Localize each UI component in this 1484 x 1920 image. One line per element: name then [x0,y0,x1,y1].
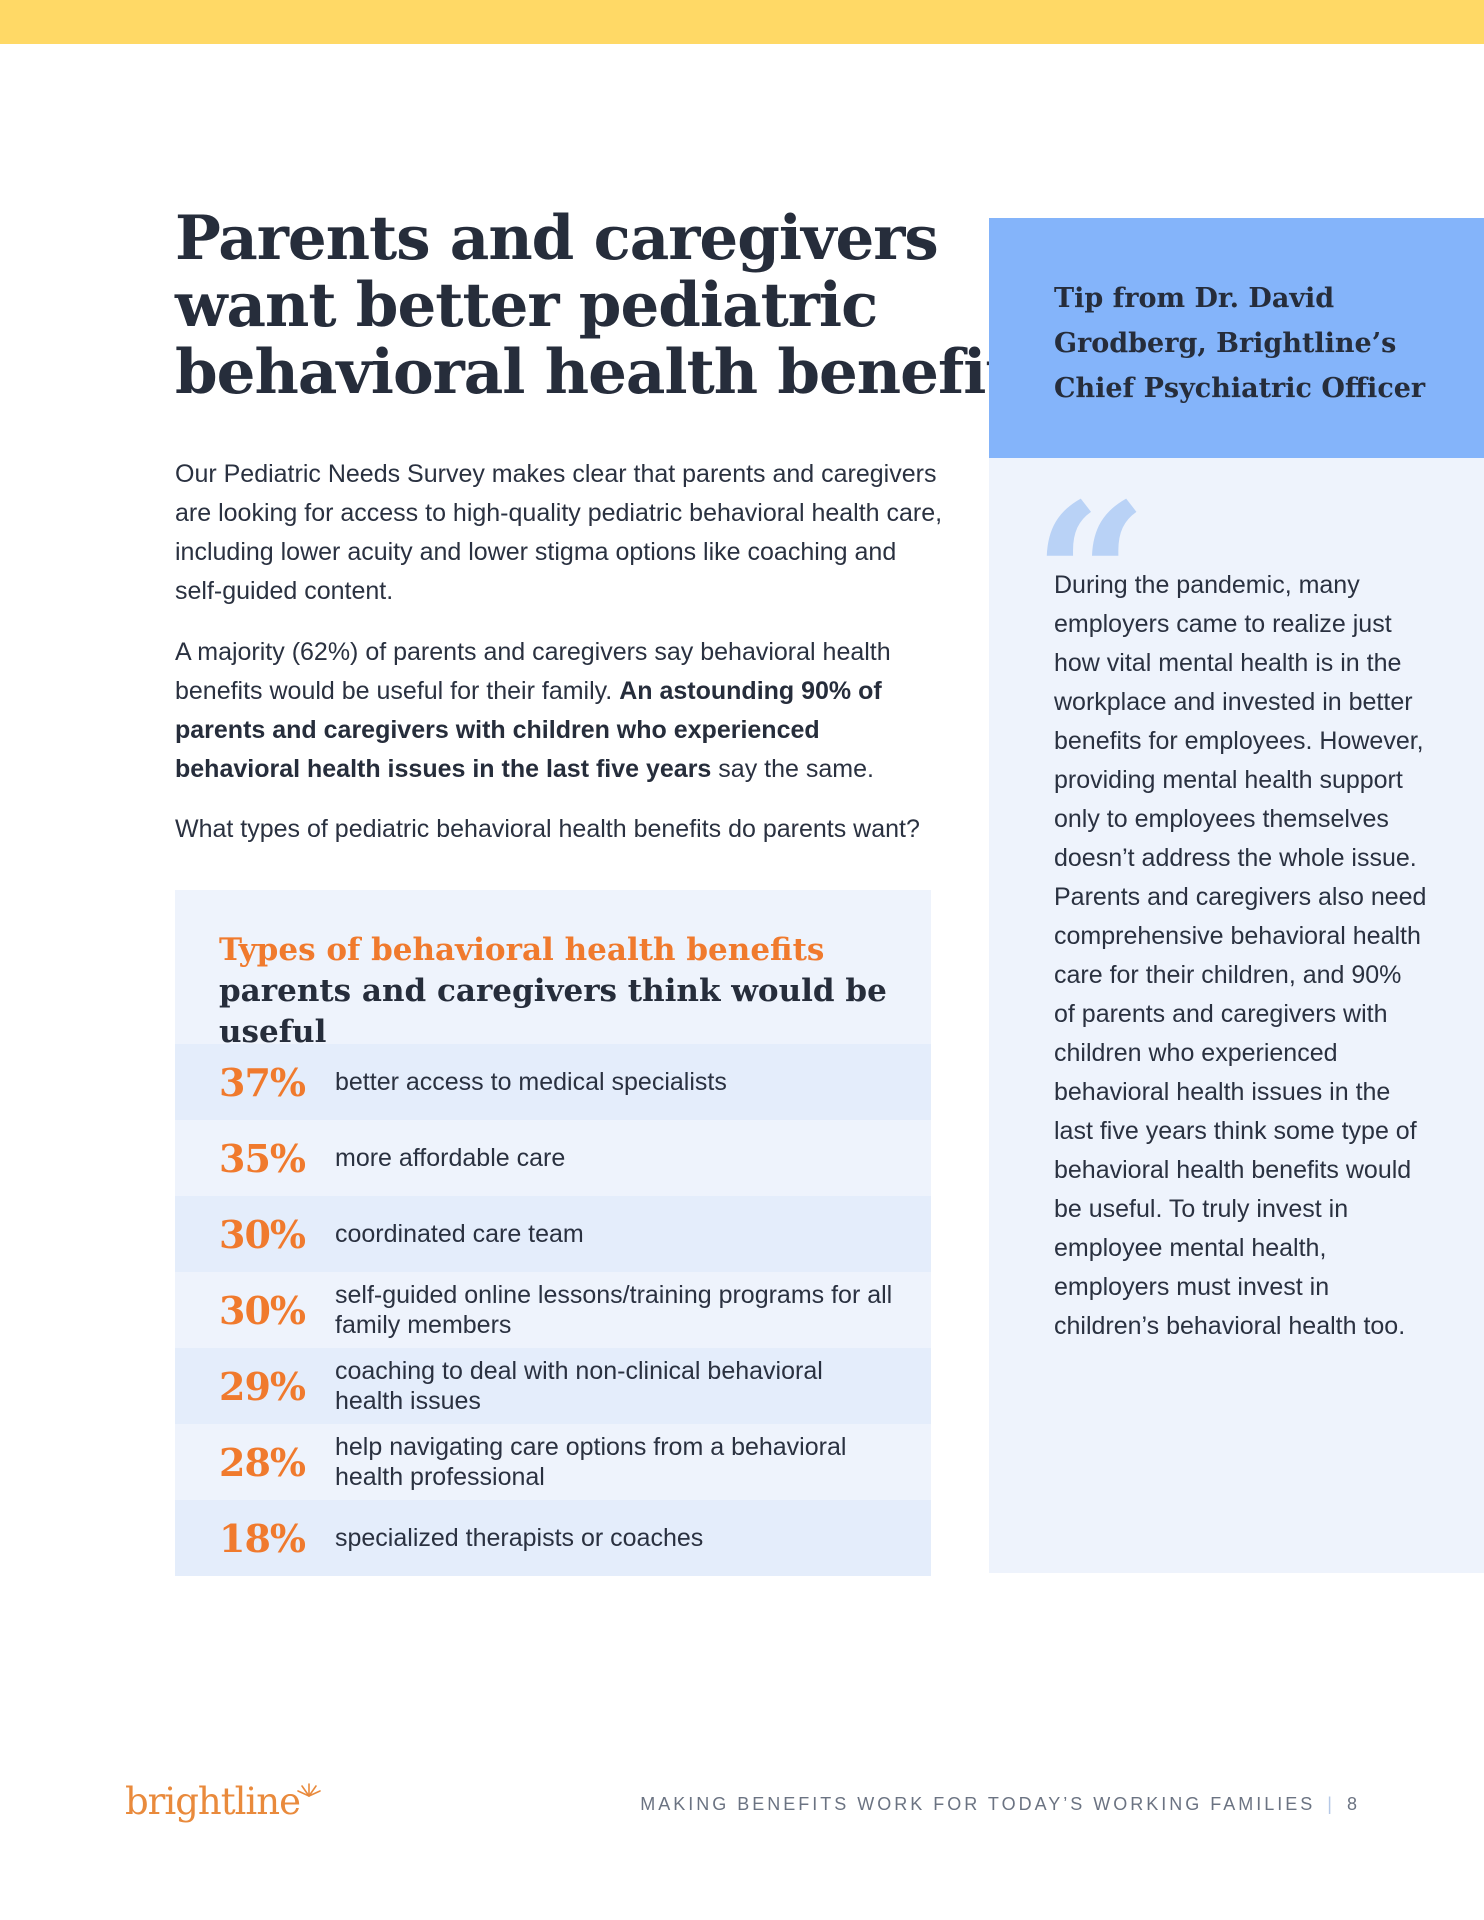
benefit-percent: 35% [219,1135,306,1181]
page-headline: Parents and caregivers want better pedia… [175,203,1047,408]
intro-paragraph-2: A majority (62%) of parents and caregive… [175,633,945,789]
para2-end: say the same. [711,755,874,783]
benefit-row: 29% coaching to deal with non-clinical b… [175,1348,931,1424]
benefit-row: 37% better access to medical specialists [175,1044,931,1120]
benefit-label: self-guided online lessons/training prog… [335,1281,893,1339]
tip-quote-text: During the pandemic, many employers came… [1054,571,1427,1340]
logo-wordmark: brightline [125,1780,301,1823]
page-number: 8 [1346,1794,1360,1814]
intro-paragraph-1: Our Pediatric Needs Survey makes clear t… [175,460,943,605]
benefits-panel-title: Types of behavioral health benefits pare… [219,930,899,1053]
top-accent-bar [0,0,1484,44]
benefit-label: more affordable care [335,1144,566,1172]
benefit-row: 18% specialized therapists or coaches [175,1500,931,1576]
title-rest: parents and caregivers think would be us… [219,973,887,1050]
quote-mark-icon: “ [1033,460,1149,695]
intro-question: What types of pediatric behavioral healt… [175,815,920,843]
headline-line-1: Parents and caregivers [175,203,939,274]
benefit-label: specialized therapists or coaches [335,1524,704,1552]
tip-title: Tip from Dr. David Grodberg, Brightline’… [1054,283,1426,404]
benefit-label: help navigating care options from a beha… [335,1433,847,1491]
footer-text: MAKING BENEFITS WORK FOR TODAY’S WORKING… [640,1794,1316,1814]
benefit-list: 37% better access to medical specialists… [175,1044,931,1576]
benefit-percent: 28% [219,1439,306,1485]
benefit-label: better access to medical specialists [335,1068,727,1096]
footer-tagline: MAKING BENEFITS WORK FOR TODAY’S WORKING… [640,1794,1360,1815]
benefit-label: coordinated care team [335,1220,584,1248]
headline-line-3: behavioral health benefits [175,337,1047,408]
benefit-row: 28% help navigating care options from a … [175,1424,931,1500]
benefit-percent: 37% [219,1059,306,1105]
benefit-percent: 30% [219,1211,306,1257]
benefit-row: 35% more affordable care [175,1120,931,1196]
para2-start: A majority (62%) of parents and caregive… [175,638,891,705]
brightline-logo: brightline [125,1780,322,1823]
sun-rays-icon [297,1783,321,1797]
tip-quote-panel: “ During the pandemic, many employers ca… [989,458,1484,1573]
benefit-row: 30% coordinated care team [175,1196,931,1272]
benefit-percent: 18% [219,1515,306,1561]
benefits-panel: Types of behavioral health benefits pare… [175,890,931,1576]
para2-bold: An astounding 90% of parents and caregiv… [175,677,882,783]
benefit-percent: 30% [219,1287,306,1333]
benefit-row: 30% self-guided online lessons/training … [175,1272,931,1348]
headline-line-2: want better pediatric [175,270,878,341]
benefit-label: coaching to deal with non-clinical behav… [335,1357,823,1415]
benefit-percent: 29% [219,1363,306,1409]
title-accent: Types of behavioral health benefits [219,932,825,968]
footer-separator: | [1327,1794,1335,1814]
tip-header: Tip from Dr. David Grodberg, Brightline’… [989,218,1484,458]
